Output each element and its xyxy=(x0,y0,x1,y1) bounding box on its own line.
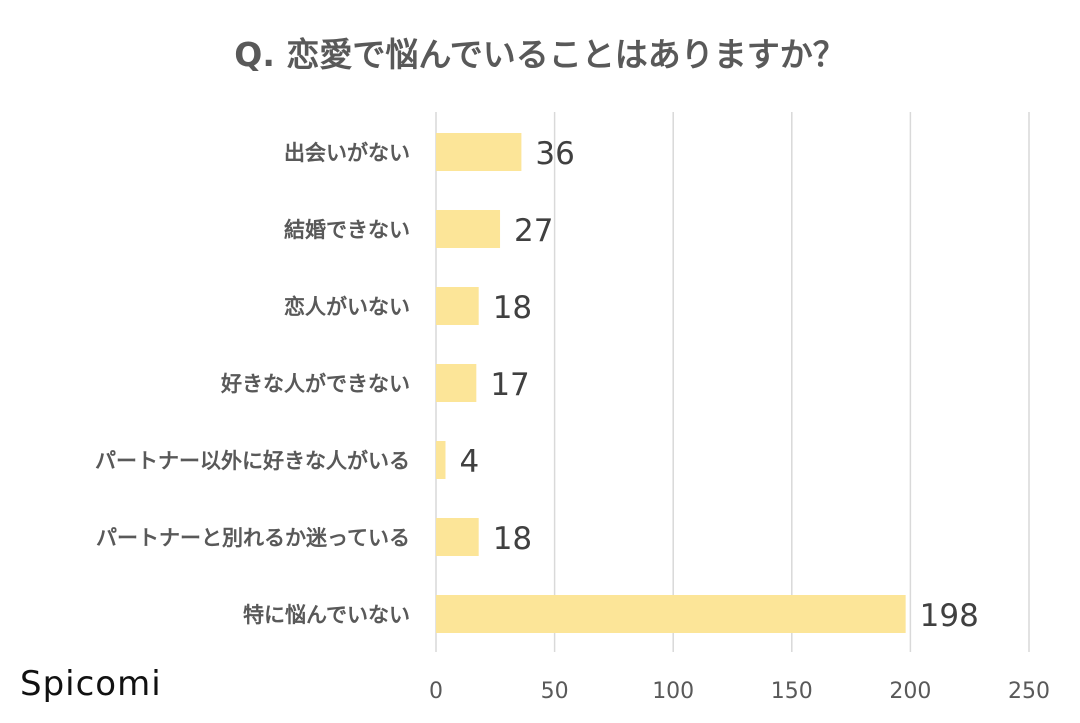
bar xyxy=(436,133,522,171)
category-label: 出会いがない xyxy=(284,141,410,165)
category-label: パートナーと別れるか迷っている xyxy=(96,526,410,550)
category-label: 特に悩んでいない xyxy=(243,603,410,627)
bar xyxy=(436,210,501,248)
x-tick-label: 150 xyxy=(771,679,813,704)
data-label: 18 xyxy=(493,290,532,326)
category-label: パートナー以外に好きな人がいる xyxy=(95,449,410,473)
bar xyxy=(436,595,906,633)
bar xyxy=(436,441,446,479)
category-label: 恋人がいない xyxy=(284,295,410,319)
bar xyxy=(436,287,479,325)
bar xyxy=(436,518,479,556)
x-tick-label: 200 xyxy=(889,679,931,704)
data-label: 27 xyxy=(514,213,553,249)
data-label: 4 xyxy=(459,444,479,480)
category-label: 好きな人ができない xyxy=(220,372,410,396)
bar xyxy=(436,364,477,402)
chart-title: Q. 恋愛で悩んでいることはありますか？ xyxy=(234,35,846,74)
x-tick-label: 0 xyxy=(429,679,443,704)
data-label: 17 xyxy=(490,367,529,403)
data-label: 18 xyxy=(493,521,532,557)
data-label: 36 xyxy=(535,136,574,172)
brand-logo-text: Spicomi xyxy=(20,664,162,704)
x-tick-label: 250 xyxy=(1008,679,1050,704)
x-tick-label: 100 xyxy=(652,679,694,704)
category-label: 結婚できない xyxy=(284,218,410,242)
x-tick-label: 50 xyxy=(541,679,569,704)
data-label: 198 xyxy=(920,598,979,634)
